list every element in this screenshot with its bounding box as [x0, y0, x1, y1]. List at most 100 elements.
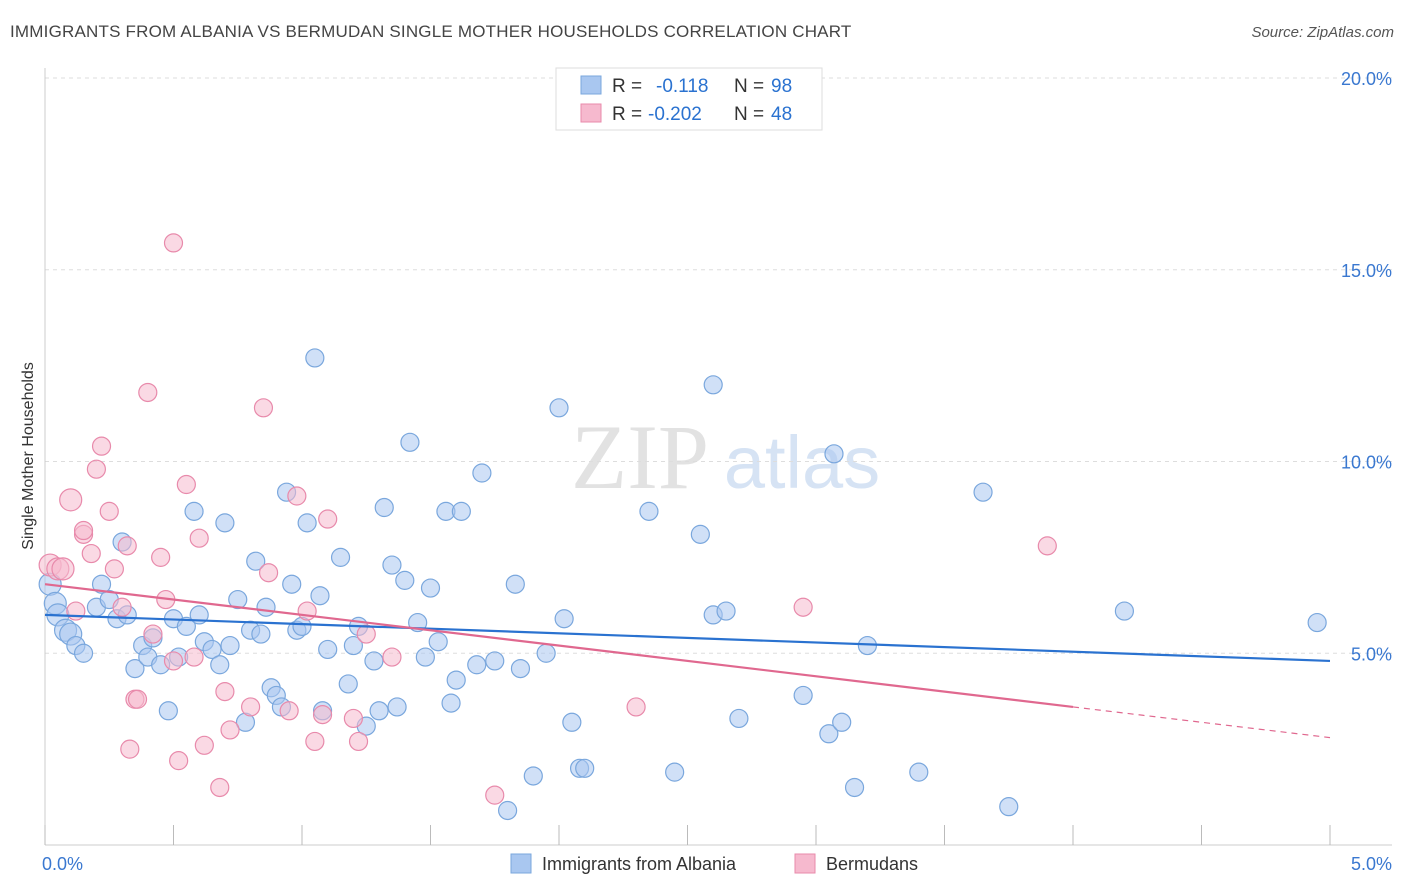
bermudans-point — [356, 624, 376, 644]
bermudans-point — [312, 705, 333, 725]
bermudans-point — [382, 647, 402, 667]
albania-point — [703, 375, 723, 395]
series-legend: Immigrants from Albania Bermudans — [510, 853, 918, 874]
albania-point — [400, 432, 420, 452]
bermudans-point — [253, 398, 274, 418]
bermudans-point — [138, 382, 158, 403]
albania-point — [510, 658, 531, 679]
bermudans-point — [120, 739, 140, 759]
albania-point — [716, 601, 736, 621]
legend-r-value-2: -0.202 — [648, 104, 702, 125]
albania-point — [364, 651, 384, 671]
chart-title: IMMIGRANTS FROM ALBANIA VS BERMUDAN SING… — [10, 22, 852, 41]
albania-point — [1307, 612, 1327, 633]
legend-n-label-1: N = — [734, 76, 764, 97]
watermark: ZIP atlas — [571, 406, 880, 508]
bermudans-point — [215, 681, 235, 702]
x-tick-labels: 0.0% 5.0% — [42, 854, 1392, 874]
albania-point — [91, 574, 112, 594]
albania-point — [215, 513, 235, 533]
y-tick-labels: 5.0% 10.0% 15.0% 20.0% — [1341, 69, 1392, 664]
albania-point — [441, 693, 461, 713]
x-tick-label: 5.0% — [1351, 854, 1392, 874]
y-tick-label: 5.0% — [1351, 644, 1392, 664]
legend-n-value-1: 98 — [771, 76, 792, 97]
albania-point — [387, 697, 407, 717]
legend-r-label-1: R = — [612, 76, 642, 97]
albania-point — [505, 574, 525, 594]
y-tick-label: 20.0% — [1341, 69, 1392, 89]
albania-point — [973, 482, 993, 502]
y-tick-label: 15.0% — [1341, 261, 1392, 281]
bermudans-point — [287, 486, 307, 506]
albania-point — [472, 463, 492, 483]
bermudans-point — [117, 536, 137, 556]
legend-swatch-albania — [510, 853, 532, 874]
bermudans-point — [73, 520, 94, 541]
albania-point — [832, 712, 852, 732]
albania-point — [485, 651, 505, 671]
bermudans-point — [220, 720, 240, 740]
albania-point — [575, 758, 595, 778]
legend-swatch-bermudans — [794, 853, 816, 874]
series-bermudans-points — [38, 233, 1057, 805]
albania-point — [554, 609, 574, 629]
albania-point — [824, 444, 844, 464]
trend-lines — [44, 583, 1331, 739]
albania-point — [844, 777, 865, 798]
legend-r-value-1: -0.118 — [656, 76, 708, 97]
albania-point — [382, 555, 402, 575]
albania-point — [428, 632, 448, 652]
watermark-zip: ZIP — [571, 406, 709, 508]
albania-point — [446, 670, 466, 690]
bermudans-point — [626, 697, 646, 717]
bermudans-point — [66, 601, 86, 621]
albania-point — [395, 570, 415, 590]
bermudans-trend-extension — [1072, 706, 1331, 739]
bermudans-point — [258, 563, 279, 583]
albania-point — [562, 712, 582, 732]
albania-point — [73, 643, 94, 663]
bermudans-point — [348, 731, 369, 752]
albania-point — [639, 501, 659, 521]
bermudans-point — [793, 597, 813, 617]
albania-point — [176, 616, 196, 637]
bermudans-point — [59, 488, 83, 512]
albania-point — [184, 501, 204, 521]
legend-swatch-blue — [580, 75, 602, 95]
albania-point — [256, 597, 276, 617]
bermudans-point — [81, 543, 101, 564]
albania-point — [125, 658, 145, 679]
bermudans-point — [318, 509, 338, 529]
bermudans-point — [104, 559, 124, 579]
albania-point — [282, 574, 302, 594]
albania-point — [909, 762, 929, 782]
albania-point — [420, 578, 441, 598]
bermudans-point — [112, 597, 132, 617]
bermudans-point — [279, 701, 299, 721]
bermudans-point — [343, 708, 363, 729]
bermudans-point — [485, 785, 505, 805]
bermudans-point — [99, 501, 119, 521]
bermudans-point — [151, 547, 171, 567]
albania-point — [793, 685, 813, 706]
legend-swatch-pink — [580, 103, 602, 123]
albania-point — [451, 501, 471, 521]
albania-point — [310, 586, 330, 606]
albania-point — [549, 398, 569, 418]
albania-point — [999, 797, 1019, 817]
albania-point — [819, 724, 839, 744]
albania-point — [690, 524, 710, 544]
bermudans-point — [127, 689, 148, 709]
legend-r-label-2: R = — [612, 104, 642, 125]
bermudans-point — [189, 528, 209, 548]
source-credit: Source: ZipAtlas.com — [1251, 24, 1394, 41]
correlation-legend: R = -0.118 N = 98 R = -0.202 N = 48 — [555, 67, 823, 131]
albania-point — [343, 635, 363, 656]
bermudans-point — [241, 697, 261, 717]
albania-point — [369, 701, 389, 721]
bermudans-trend-line — [44, 583, 1074, 709]
albania-point — [415, 647, 435, 667]
albania-point — [297, 513, 317, 533]
legend-label-albania: Immigrants from Albania — [542, 854, 737, 874]
